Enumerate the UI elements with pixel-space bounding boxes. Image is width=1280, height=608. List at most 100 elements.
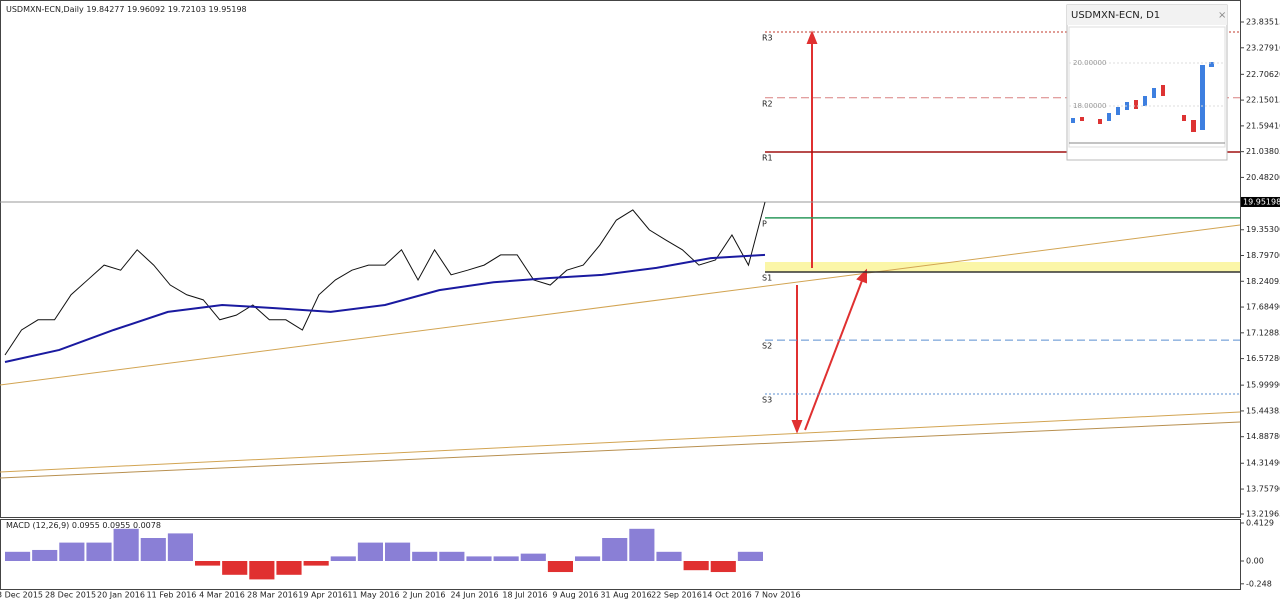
- pivot-label: R3: [762, 33, 773, 42]
- macd-bar: [5, 551, 31, 561]
- header: USDMXN-ECN,Daily 19.84277 19.96092 19.72…: [6, 5, 247, 14]
- mini-candle: [1098, 119, 1102, 124]
- moving-average: [4, 253, 766, 363]
- y-tick-label: 14.31490: [1246, 459, 1280, 468]
- macd-bar: [32, 549, 58, 561]
- pivot-label: S3: [762, 395, 772, 404]
- y-tick-label: 20.48200: [1246, 173, 1280, 182]
- symbol: USDMXN-ECN,Daily: [6, 5, 84, 14]
- trend-line: [0, 421, 1241, 479]
- arrows: [791, 30, 867, 434]
- y-tick-label: 13.75790: [1246, 485, 1280, 494]
- macd-bar: [737, 551, 763, 561]
- y-tick-label: 18.24095: [1246, 277, 1280, 286]
- macd-bar: [195, 561, 221, 566]
- pivot-label: R1: [762, 154, 773, 163]
- macd-bar: [683, 561, 709, 571]
- macd-bar: [602, 538, 628, 561]
- high: 19.96092: [127, 5, 165, 14]
- macd-bar: [466, 556, 492, 561]
- mini-candle: [1071, 118, 1075, 123]
- macd-frame: [0, 519, 1241, 590]
- mini-candle: [1209, 62, 1214, 67]
- macd-bar: [493, 556, 519, 561]
- macd-header: MACD (12,26,9) 0.0955 0.0955 0.0078: [6, 521, 161, 530]
- macd-bar: [520, 553, 546, 561]
- macd-bar: [276, 561, 302, 575]
- y-tick-label: 18.79700: [1246, 251, 1280, 260]
- macd-bar: [629, 528, 655, 561]
- macd-bar: [59, 542, 85, 561]
- y-tick-label: 19.35300: [1246, 225, 1280, 234]
- x-tick-label: 3 Dec 2015: [0, 591, 43, 600]
- macd-bar: [222, 561, 248, 575]
- macd-bar: [547, 561, 573, 573]
- y-tick-label: 15.44385: [1246, 406, 1280, 415]
- trend-line: [0, 224, 1241, 386]
- open: 19.84277: [86, 5, 124, 14]
- macd-value: 0.0078: [133, 521, 161, 530]
- x-tick-label: 9 Aug 2016: [552, 591, 598, 600]
- macd-value: 0.0955: [72, 521, 100, 530]
- y-tick-label: 23.83515: [1246, 18, 1280, 27]
- y-tick-label: 23.27910: [1246, 43, 1280, 52]
- macd-title: MACD (12,26,9): [6, 521, 69, 530]
- mini-plot: [1068, 26, 1226, 148]
- macd-bar: [439, 551, 465, 561]
- y-tick-label: 21.59410: [1246, 121, 1280, 130]
- mini-candles-down: [1080, 85, 1196, 132]
- support-zone: [765, 262, 1240, 272]
- x-tick-label: 19 Apr 2016: [298, 591, 347, 600]
- macd-bar: [710, 561, 736, 573]
- mini-candle: [1080, 117, 1084, 121]
- mini-level-label: 20.00000: [1073, 59, 1106, 67]
- mini-candle: [1182, 115, 1186, 121]
- y-tick-label: 17.12885: [1246, 328, 1280, 337]
- arrow-head: [791, 420, 803, 434]
- mini-candle: [1143, 96, 1147, 106]
- trend-line: [0, 411, 1241, 473]
- arrow: [804, 277, 864, 431]
- macd-bar: [140, 538, 166, 561]
- x-tick-label: 24 Jun 2016: [450, 591, 498, 600]
- close: 19.95198: [208, 5, 246, 14]
- x-tick-label: 28 Mar 2016: [247, 591, 298, 600]
- x-tick-label: 14 Oct 2016: [702, 591, 751, 600]
- mini-candle: [1134, 100, 1138, 109]
- macd-bar: [113, 528, 139, 561]
- pivot-label: S1: [762, 274, 772, 283]
- x-tick-label: 31 Aug 2016: [600, 591, 651, 600]
- y-tick-label: 22.15015: [1246, 96, 1280, 105]
- macd-tick-label: 0.00: [1246, 557, 1264, 566]
- mini-candle: [1107, 113, 1111, 121]
- mini-window: USDMXN-ECN, D1 × 20.00000 18.00000: [1066, 4, 1228, 161]
- y-tick-label: 14.88780: [1246, 432, 1280, 441]
- last-price-tag: [1241, 196, 1280, 207]
- y-tick-label: 22.70620: [1246, 70, 1280, 79]
- arrow-head: [856, 268, 867, 284]
- mini-candle: [1152, 88, 1156, 98]
- macd-bar: [357, 542, 383, 561]
- x-tick-label: 2 Jun 2016: [402, 591, 445, 600]
- y-tick-label: 17.68490: [1246, 303, 1280, 312]
- price-line: [4, 201, 766, 356]
- y-tick-label: 16.57280: [1246, 354, 1280, 363]
- y-tick-label: 21.03805: [1246, 147, 1280, 156]
- pivot-label: S2: [762, 342, 772, 351]
- macd-value: 0.0955: [102, 521, 130, 530]
- mini-candle: [1200, 65, 1205, 130]
- macd-tick-label: 0.4129: [1246, 519, 1274, 528]
- x-tick-label: 18 Jul 2016: [502, 591, 547, 600]
- mini-level-label: 18.00000: [1073, 102, 1106, 110]
- mini-title: USDMXN-ECN, D1: [1071, 10, 1160, 21]
- mini-candle: [1191, 120, 1196, 132]
- macd-bar: [412, 551, 438, 561]
- close-button[interactable]: ×: [1218, 10, 1226, 21]
- pivot-label: R2: [762, 99, 773, 108]
- x-tick-label: 7 Nov 2016: [754, 591, 800, 600]
- y-tick-label: 13.21965: [1246, 510, 1280, 519]
- x-tick-label: 20 Jan 2016: [97, 591, 145, 600]
- mini-candle: [1161, 85, 1165, 96]
- macd-tick-label: -0.248: [1246, 579, 1272, 588]
- x-tick-label: 11 Feb 2016: [147, 591, 197, 600]
